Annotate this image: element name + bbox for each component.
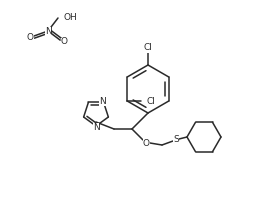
- Text: OH: OH: [63, 13, 77, 22]
- Text: N: N: [93, 122, 99, 131]
- Text: N: N: [99, 97, 106, 106]
- Text: O: O: [61, 37, 68, 46]
- Text: O: O: [142, 139, 150, 148]
- Text: O: O: [27, 33, 34, 42]
- Text: S: S: [173, 135, 179, 144]
- Text: N: N: [45, 27, 51, 36]
- Text: Cl: Cl: [144, 43, 152, 52]
- Text: Cl: Cl: [146, 97, 155, 106]
